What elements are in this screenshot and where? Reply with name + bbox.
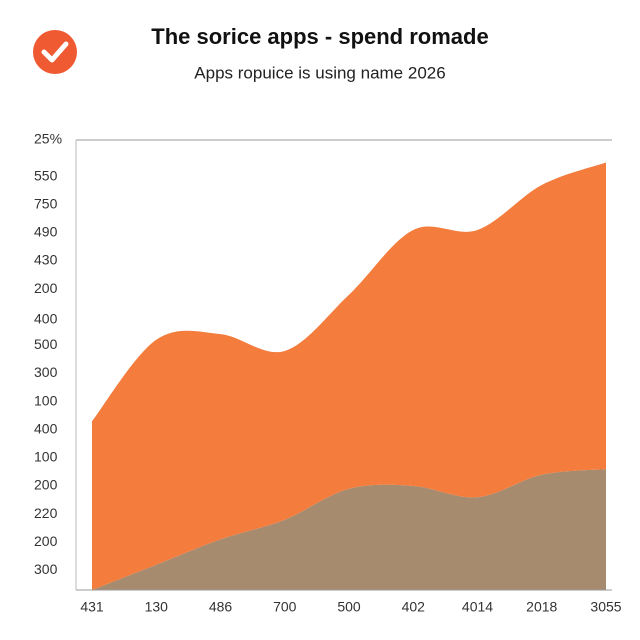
x-tick-label: 486 bbox=[209, 599, 233, 615]
chart-subtitle: Apps ropuice is using name 2026 bbox=[194, 63, 445, 82]
x-tick-label: 3055 bbox=[590, 599, 621, 615]
y-tick-label: 25% bbox=[34, 131, 62, 147]
y-tick-label: 500 bbox=[34, 336, 58, 352]
y-tick-label: 200 bbox=[34, 533, 58, 549]
y-tick-label: 220 bbox=[34, 505, 58, 521]
area bbox=[92, 469, 606, 590]
y-tick-label: 100 bbox=[34, 392, 58, 408]
area bbox=[92, 162, 606, 590]
y-tick-label: 430 bbox=[34, 252, 58, 268]
y-tick-label: 550 bbox=[34, 167, 58, 183]
x-tick-label: 402 bbox=[402, 599, 426, 615]
x-tick-label: 700 bbox=[273, 599, 297, 615]
x-tick-label: 500 bbox=[337, 599, 361, 615]
x-tick-label: 130 bbox=[145, 599, 169, 615]
y-tick-label: 200 bbox=[34, 477, 58, 493]
y-tick-label: 100 bbox=[34, 449, 58, 465]
chart-title: The sorice apps - spend romade bbox=[151, 24, 488, 49]
y-tick-label: 200 bbox=[34, 280, 58, 296]
y-tick-label: 750 bbox=[34, 195, 58, 211]
x-tick-label: 2018 bbox=[526, 599, 557, 615]
y-tick-label: 490 bbox=[34, 224, 58, 240]
logo-check bbox=[41, 41, 69, 63]
y-tick-label: 300 bbox=[34, 364, 58, 380]
logo-icon bbox=[33, 30, 77, 74]
y-tick-label: 300 bbox=[34, 561, 58, 577]
y-tick-label: 400 bbox=[34, 311, 58, 327]
x-tick-label: 4014 bbox=[462, 599, 493, 615]
x-tick-label: 431 bbox=[80, 599, 104, 615]
y-tick-label: 400 bbox=[34, 420, 58, 436]
